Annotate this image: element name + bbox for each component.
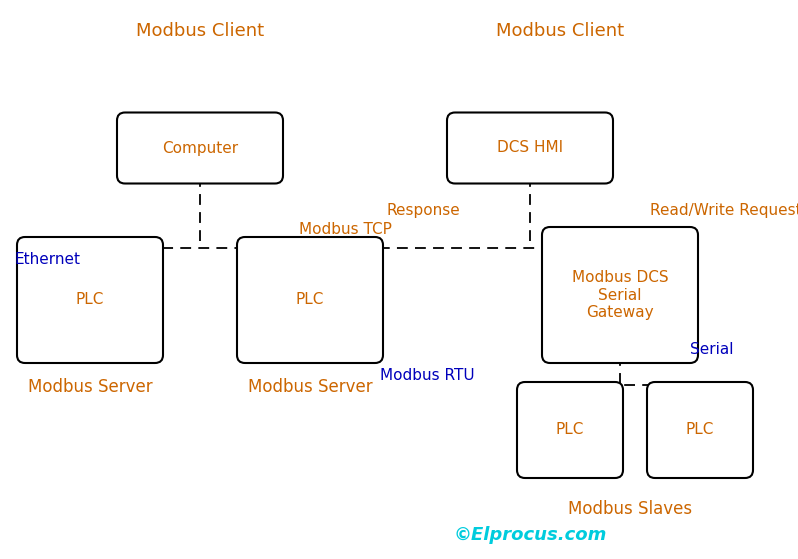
FancyBboxPatch shape	[447, 112, 613, 183]
Text: Modbus DCS
Serial
Gateway: Modbus DCS Serial Gateway	[571, 270, 668, 320]
Text: PLC: PLC	[76, 292, 105, 307]
Text: PLC: PLC	[556, 423, 584, 438]
FancyBboxPatch shape	[17, 237, 163, 363]
FancyBboxPatch shape	[647, 382, 753, 478]
Text: Response: Response	[386, 202, 460, 217]
Text: Computer: Computer	[162, 140, 238, 155]
Text: Modbus Client: Modbus Client	[136, 22, 264, 40]
Text: Modbus TCP: Modbus TCP	[298, 222, 392, 238]
Text: Serial: Serial	[690, 343, 733, 358]
Text: DCS HMI: DCS HMI	[497, 140, 563, 155]
Text: Modbus Server: Modbus Server	[28, 378, 152, 396]
Text: ©Elprocus.com: ©Elprocus.com	[453, 526, 606, 544]
Text: Modbus Slaves: Modbus Slaves	[568, 500, 692, 518]
FancyBboxPatch shape	[517, 382, 623, 478]
Text: Read/Write Request: Read/Write Request	[650, 202, 798, 217]
FancyBboxPatch shape	[542, 227, 698, 363]
Text: Modbus Server: Modbus Server	[247, 378, 373, 396]
Text: Ethernet: Ethernet	[15, 253, 81, 268]
Text: PLC: PLC	[685, 423, 714, 438]
Text: Modbus RTU: Modbus RTU	[381, 367, 475, 382]
FancyBboxPatch shape	[237, 237, 383, 363]
Text: PLC: PLC	[296, 292, 324, 307]
FancyBboxPatch shape	[117, 112, 283, 183]
Text: Modbus Client: Modbus Client	[496, 22, 624, 40]
